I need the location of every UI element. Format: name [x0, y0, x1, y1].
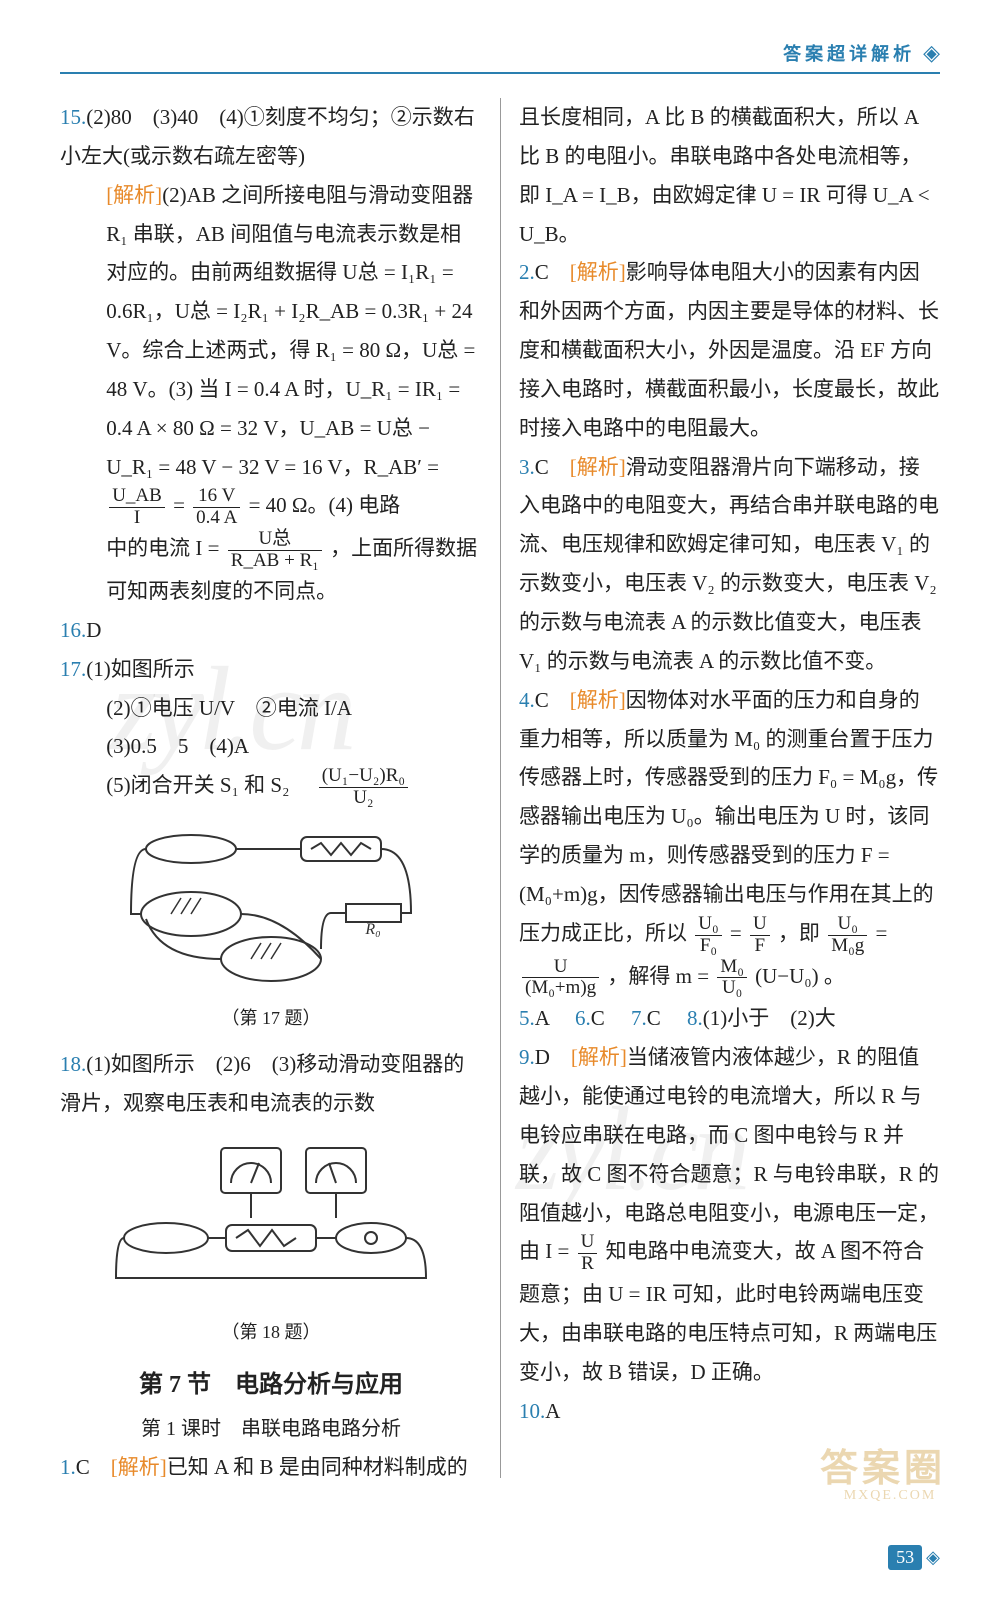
q10-ans: A: [545, 1399, 560, 1423]
q1: 1.C [解析]已知 A 和 B 是由同种材料制成的: [60, 1448, 482, 1487]
circuit-diagram-icon: [111, 1133, 431, 1303]
fraction: 16 V0.4 A: [193, 486, 240, 529]
figure-18: （第 18 题）: [60, 1133, 482, 1349]
q-number: 4.: [519, 688, 535, 712]
q-number: 18.: [60, 1052, 86, 1076]
q17: 17.(1)如图所示 (2)①电压 U/V ②电流 I/A (3)0.5 5 (…: [60, 650, 482, 1035]
q15-tail1: = 40 Ω。(4) 电路: [249, 494, 401, 518]
q2-ans: C: [535, 260, 549, 284]
q2-body: 影响导体电阻大小的因素有内因和外因两个方面，内因主要是导体的材料、长度和横截面积…: [519, 260, 939, 439]
q18: 18.(1)如图所示 (2)6 (3)移动滑动变阻器的滑片，观察电压表和电流表的…: [60, 1045, 482, 1349]
jiexi-label: [解析]: [106, 183, 162, 207]
jiexi-label: [解析]: [571, 1045, 627, 1069]
q1-continued: 且长度相同，A 比 B 的横截面积大，所以 A 比 B 的电阻小。串联电路中各处…: [519, 98, 940, 253]
jiexi-label: [解析]: [570, 688, 626, 712]
q15-answer: (2)80 (3)40 (4)①刻度不均匀；②示数右小左大(或示数右疏左密等): [60, 105, 475, 168]
q-number: 8.: [687, 1006, 703, 1030]
q4-ans: C: [535, 688, 549, 712]
fraction: UF: [750, 914, 770, 957]
stamp-title: 答案圈: [820, 1450, 960, 1488]
q-number: 15.: [60, 105, 86, 129]
figure-caption: （第 17 题）: [60, 1002, 482, 1035]
figure-caption: （第 18 题）: [60, 1316, 482, 1349]
page-number-box: 53: [888, 1545, 922, 1570]
section-subtitle: 第 1 课时 串联电路电路分析: [60, 1411, 482, 1448]
q15-cont: 中的电流 I =: [106, 536, 219, 560]
jiexi-label: [解析]: [570, 455, 626, 479]
q-number: 9.: [519, 1045, 535, 1069]
columns: 15.(2)80 (3)40 (4)①刻度不均匀；②示数右小左大(或示数右疏左密…: [60, 98, 940, 1478]
q-number: 16.: [60, 618, 86, 642]
q3-ans: C: [535, 455, 549, 479]
header-title: 答案超详解析: [783, 40, 915, 66]
q17-l3: (3)0.5 5 (4)A: [60, 727, 482, 766]
svg-text:R₀: R₀: [364, 921, 380, 938]
q17-l4: (5)闭合开关 S₁ 和 S₂ (U₁−U₂)R₀U₂: [60, 766, 482, 809]
fraction: U(M₀+m)g: [522, 957, 599, 1000]
fraction: (U₁−U₂)R₀U₂: [319, 766, 408, 809]
page-number: 53 ◈: [888, 1545, 940, 1570]
q15-jiexi: [解析](2)AB 之间所接电阻与滑动变阻器 R₁ 串联，AB 间阻值与电流表示…: [60, 176, 482, 611]
page: 答案超详解析 ◈ zyl.cn zyl.cn 15.(2)80 (3)40 (4…: [0, 0, 1000, 1600]
section-title: 第 7 节 电路分析与应用: [60, 1363, 482, 1407]
q16: 16.D: [60, 611, 482, 650]
q9: 9.D [解析]当储液管内液体越少，R 的阻值越小，能使通过电铃的电流增大，所以…: [519, 1038, 940, 1392]
fraction: U总R_AB + R₁: [228, 529, 322, 572]
q-number: 2.: [519, 260, 535, 284]
q15-body: (2)AB 之间所接电阻与滑动变阻器 R₁ 串联，AB 间阻值与电流表示数是相对…: [106, 183, 475, 479]
fraction: U_ABI: [109, 486, 165, 529]
q-number: 1.: [60, 1455, 76, 1479]
circuit-diagram-icon: R₀: [121, 819, 421, 989]
column-right: 且长度相同，A 比 B 的横截面积大，所以 A 比 B 的电阻小。串联电路中各处…: [500, 98, 940, 1478]
q3-body: 滑动变阻器滑片向下端移动，接入电路中的电阻变大，再结合串并联电路的电流、电压规律…: [519, 455, 939, 673]
q-number: 17.: [60, 657, 86, 681]
fraction: M₀U₀: [717, 957, 747, 1000]
q-number: 7.: [631, 1006, 647, 1030]
fraction: U₀M₀g: [828, 914, 867, 957]
q-number: 3.: [519, 455, 535, 479]
q16-answer: D: [86, 618, 101, 642]
book-icon: ◈: [926, 1547, 940, 1568]
page-header: 答案超详解析 ◈: [60, 40, 940, 74]
q-number: 10.: [519, 1399, 545, 1423]
column-left: 15.(2)80 (3)40 (4)①刻度不均匀；②示数右小左大(或示数右疏左密…: [60, 98, 500, 1478]
q15: 15.(2)80 (3)40 (4)①刻度不均匀；②示数右小左大(或示数右疏左密…: [60, 98, 482, 611]
q4: 4.C [解析]因物体对水平面的压力和自身的重力相等，所以质量为 M₀ 的测重台…: [519, 681, 940, 1000]
q17-l1: (1)如图所示: [86, 657, 195, 681]
q4-body1: 因物体对水平面的压力和自身的重力相等，所以质量为 M₀ 的测重台置于压力传感器上…: [519, 688, 938, 945]
q2: 2.C [解析]影响导体电阻大小的因素有内因和外因两个方面，内因主要是导体的材料…: [519, 253, 940, 447]
q1-body: 已知 A 和 B 是由同种材料制成的: [167, 1455, 468, 1479]
q18-line: (1)如图所示 (2)6 (3)移动滑动变阻器的滑片，观察电压表和电流表的示数: [60, 1052, 464, 1115]
q10: 10.A: [519, 1392, 940, 1431]
fraction: UR: [578, 1232, 598, 1275]
jiexi-label: [解析]: [570, 260, 626, 284]
q3: 3.C [解析]滑动变阻器滑片向下端移动，接入电路中的电阻变大，再结合串并联电路…: [519, 448, 940, 681]
q1-ans: C: [76, 1455, 90, 1479]
q5-8: 5.A 6.C 7.C 8.(1)小于 (2)大: [519, 999, 940, 1038]
watermark-stamp: 答案圈 MXQE.COM: [820, 1450, 960, 1520]
stamp-url: MXQE.COM: [820, 1488, 960, 1505]
book-icon: ◈: [923, 40, 940, 66]
q9-ans: D: [535, 1045, 550, 1069]
q17-l2: (2)①电压 U/V ②电流 I/A: [60, 689, 482, 728]
q-number: 5.: [519, 1006, 535, 1030]
figure-17: R₀ （第 17 题）: [60, 819, 482, 1035]
fraction: U₀F₀: [695, 914, 721, 957]
q-number: 6.: [575, 1006, 591, 1030]
jiexi-label: [解析]: [111, 1455, 167, 1479]
